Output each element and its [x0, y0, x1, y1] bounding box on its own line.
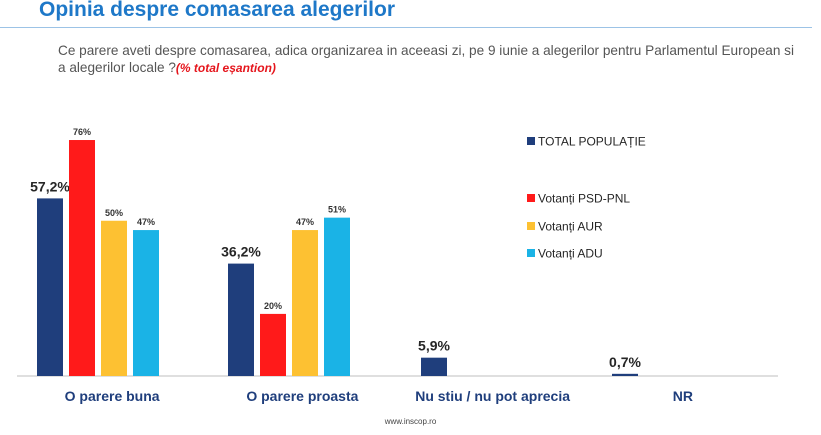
data-label-2-0: 5,9%	[418, 338, 450, 354]
legend-swatch-2	[527, 222, 535, 230]
bar-1-0	[228, 263, 254, 376]
bar-0-2	[101, 220, 127, 376]
bar-1-1	[260, 313, 286, 376]
legend-swatch-3	[527, 249, 535, 257]
data-label-1-2: 47%	[296, 217, 314, 227]
bar-0-3	[133, 230, 159, 376]
survey-question: Ce parere aveti despre comasarea, adica …	[58, 42, 798, 77]
data-label-0-2: 50%	[105, 208, 123, 218]
bar-1-2	[292, 230, 318, 376]
category-label-3: NR	[673, 388, 693, 404]
bar-2-0	[421, 357, 447, 376]
bar-3-0	[612, 373, 638, 376]
data-label-0-0: 57,2%	[30, 178, 70, 194]
legend-label-1: Votanți PSD-PNL	[538, 192, 630, 206]
data-label-3-0: 0,7%	[609, 354, 641, 370]
category-label-0: O parere buna	[65, 388, 160, 404]
category-label-2: Nu stiu / nu pot aprecia	[415, 388, 570, 404]
legend-swatch-1	[527, 194, 535, 202]
source-footer: www.inscop.ro	[384, 417, 437, 426]
page-title: Opinia despre comasarea alegerilor	[39, 0, 395, 21]
category-label-1: O parere proasta	[246, 388, 358, 404]
bar-0-0	[37, 198, 63, 376]
data-label-1-3: 51%	[328, 205, 346, 215]
title-divider	[0, 27, 812, 28]
legend-label-2: Votanți AUR	[538, 220, 603, 234]
bar-1-3	[324, 217, 350, 376]
data-label-0-1: 76%	[73, 127, 91, 137]
data-label-1-1: 20%	[264, 301, 282, 311]
legend-swatch-0	[527, 137, 535, 145]
data-label-1-0: 36,2%	[221, 244, 261, 260]
question-note: (% total eșantion)	[175, 61, 276, 75]
question-text: Ce parere aveti despre comasarea, adica …	[58, 43, 795, 75]
legend-label-0: TOTAL POPULAȚIE	[538, 135, 646, 149]
data-label-0-3: 47%	[137, 217, 155, 227]
bar-0-1	[69, 140, 95, 376]
legend-label-3: Votanți ADU	[538, 247, 603, 261]
